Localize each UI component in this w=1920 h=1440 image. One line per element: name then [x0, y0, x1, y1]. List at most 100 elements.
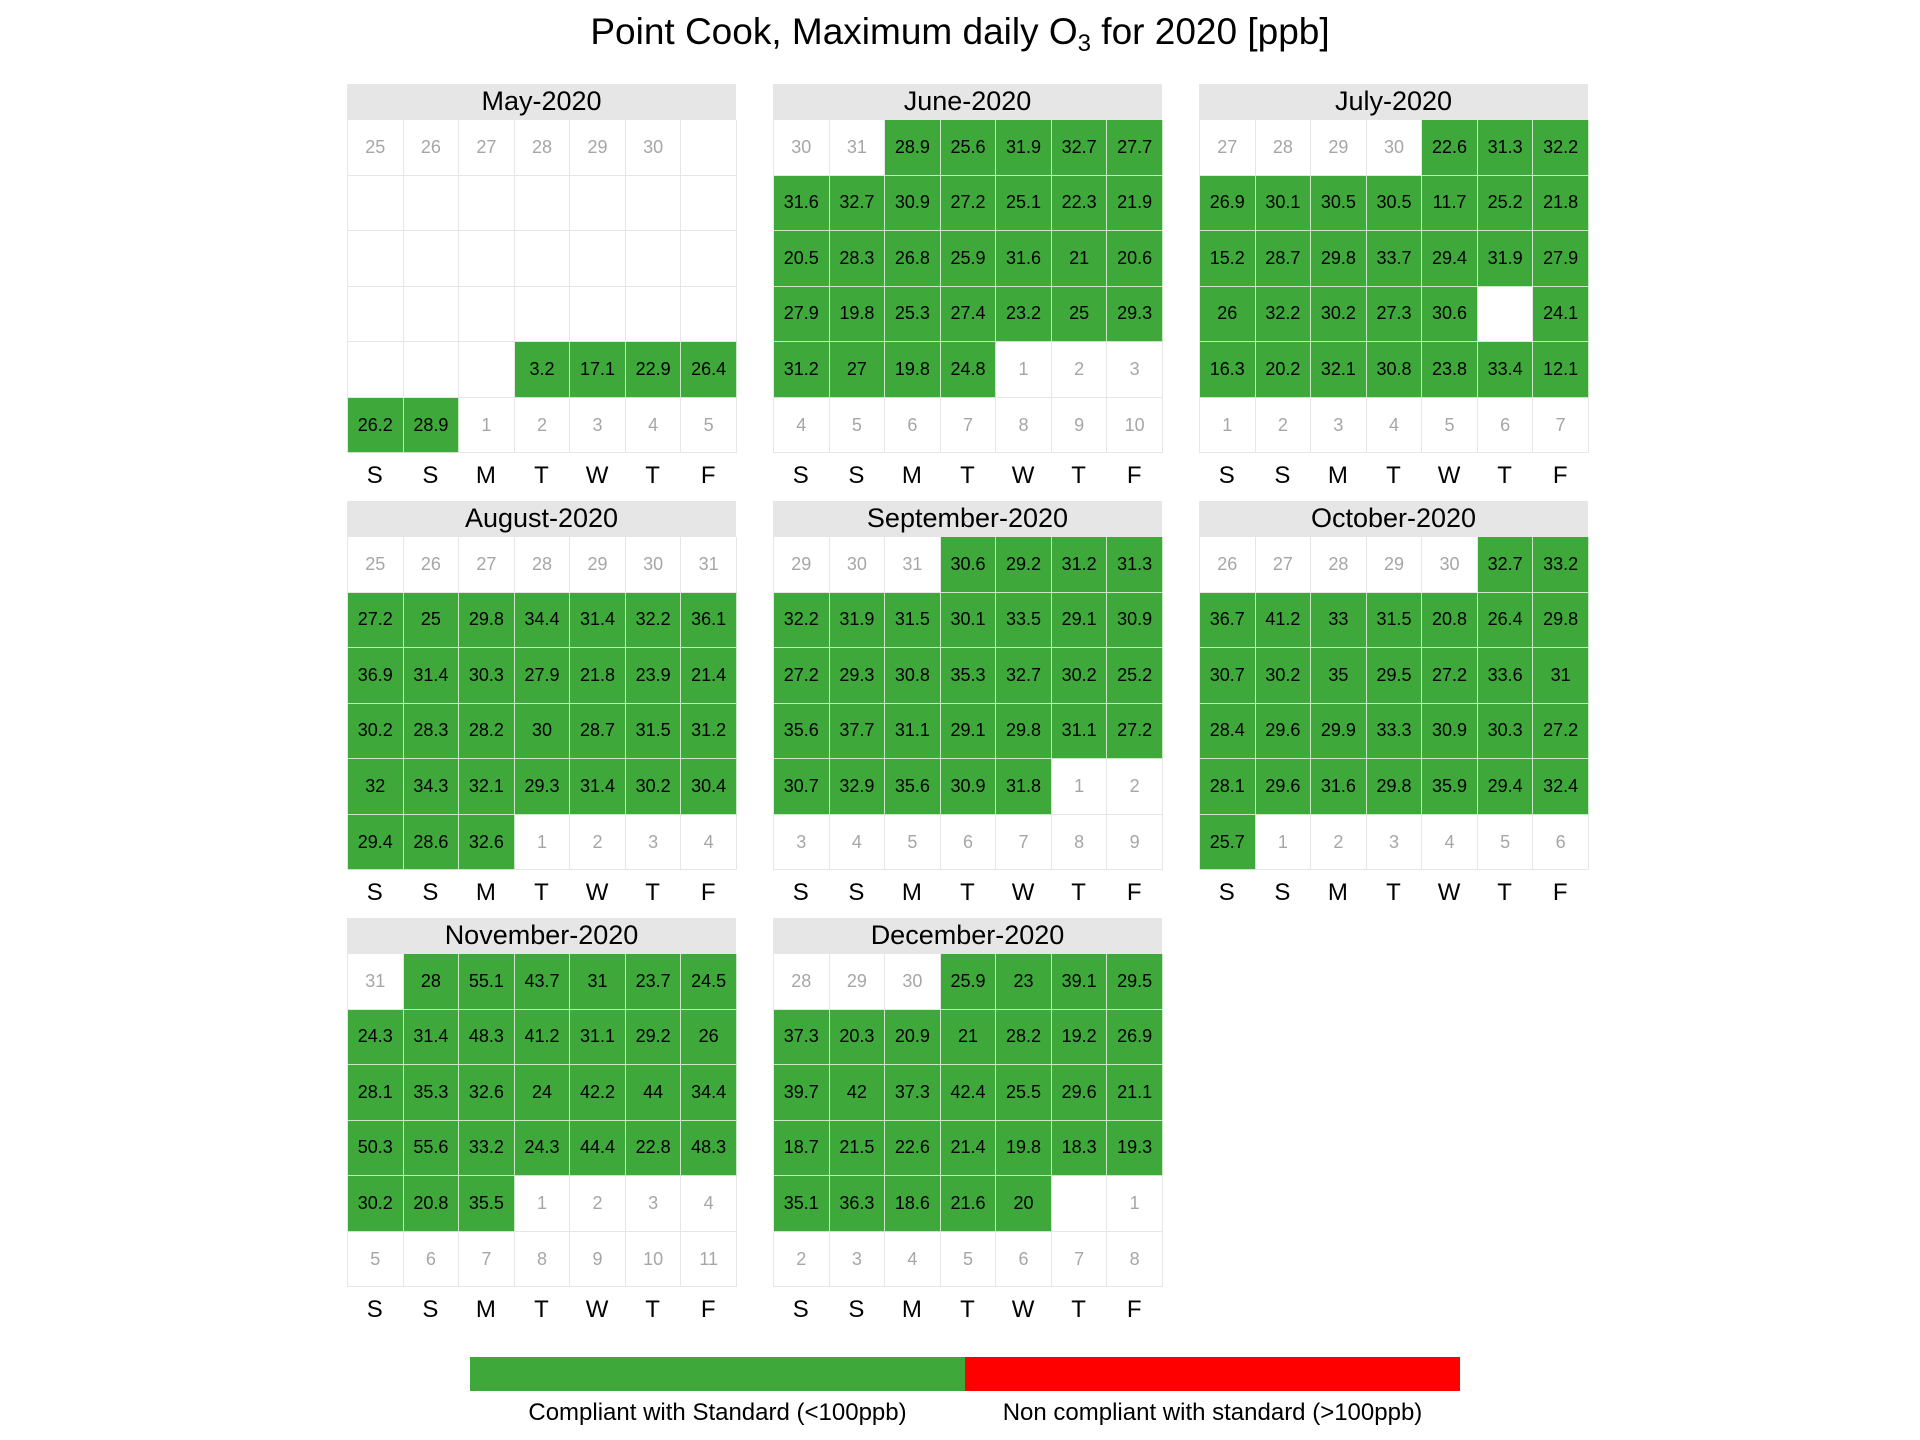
day-value-cell: 28.9: [885, 120, 941, 176]
month-panel: May-2020 25 26 27 28 29 30 3.2 17.1 22.9 26.4 26.2 2…: [347, 84, 737, 491]
other-month-day: 6: [1533, 814, 1589, 871]
day-value-cell: 31.9: [1477, 231, 1534, 287]
day-value-cell: 27.2: [348, 592, 404, 649]
other-month-day: 29: [774, 537, 830, 593]
weekday-label: F: [700, 879, 716, 907]
day-value-cell: 29.3: [1107, 286, 1163, 343]
day-value-cell: 32.6: [459, 814, 515, 871]
month-title: May-2020: [347, 84, 736, 119]
day-value-cell: 24.8: [940, 342, 997, 398]
day-value-cell: 42.2: [570, 1065, 626, 1121]
other-month-day: 30: [885, 954, 941, 1010]
day-value-cell: 27.9: [1533, 231, 1589, 287]
other-month-day: 4: [625, 397, 682, 454]
day-value-cell: 30.9: [885, 175, 941, 232]
weekday-label: W: [1011, 1296, 1035, 1324]
other-month-day: 6: [996, 1231, 1052, 1288]
day-value-cell: 30.3: [1477, 703, 1534, 760]
day-value-cell: 29.3: [514, 759, 571, 815]
empty-day-cell: [514, 175, 571, 232]
other-month-day: 5: [940, 1231, 997, 1288]
day-value-cell: 25: [1051, 286, 1108, 343]
day-value-cell: 25.2: [1107, 648, 1163, 704]
weekday-label: T: [645, 1296, 660, 1324]
day-value-cell: 29.4: [1422, 231, 1478, 287]
other-month-day: 5: [1477, 814, 1534, 871]
day-value-cell: 33: [1311, 592, 1367, 649]
day-value-cell: 20.2: [1255, 342, 1312, 398]
other-month-day: 30: [829, 537, 886, 593]
day-value-cell: 20.9: [885, 1009, 941, 1066]
day-value-cell: 32.7: [829, 175, 886, 232]
day-value-cell: 27.4: [940, 286, 997, 343]
day-value-cell: 26: [681, 1009, 737, 1066]
weekday-label: F: [700, 1296, 716, 1324]
day-value-cell: 35.6: [885, 759, 941, 815]
day-value-cell: 27.7: [1107, 120, 1163, 176]
other-month-day: 29: [829, 954, 886, 1010]
weekday-label: S: [792, 879, 809, 907]
empty-day-cell: [681, 286, 737, 343]
calendar-grid: 26 27 28 29 30 32.7 33.2 36.7 41.2 33 31.5 20.8 26.4…: [1199, 536, 1589, 871]
day-value-cell: 30.9: [1107, 592, 1163, 649]
other-month-day: 1: [1051, 759, 1108, 815]
empty-day-cell: [625, 175, 682, 232]
day-value-cell: 29.8: [1311, 231, 1367, 287]
day-value-cell: 33.2: [1533, 537, 1589, 593]
other-month-day: 29: [1366, 537, 1423, 593]
month-panel: June-2020 30 31 28.9 25.6 31.9 32.7 27.7 31.6 32.…: [773, 84, 1163, 491]
weekday-label: F: [1126, 879, 1142, 907]
day-value-cell: 21.9: [1107, 175, 1163, 232]
weekday-label: S: [422, 879, 439, 907]
empty-day-cell: [514, 286, 571, 343]
day-value-cell: 19.8: [996, 1120, 1052, 1177]
weekday-label: F: [1552, 462, 1568, 490]
weekday-label: S: [792, 1296, 809, 1324]
day-value-cell: 29.2: [625, 1009, 682, 1066]
day-value-cell: 30.2: [1255, 648, 1312, 704]
day-value-cell: 50.3: [348, 1120, 404, 1177]
other-month-day: 31: [681, 537, 737, 593]
day-value-cell: 21.4: [681, 648, 737, 704]
day-value-cell: 30.6: [1422, 286, 1478, 343]
weekday-label: F: [700, 462, 716, 490]
day-value-cell: 29.1: [940, 703, 997, 760]
day-value-cell: 39.7: [774, 1065, 830, 1121]
day-value-cell: 22.6: [1422, 120, 1478, 176]
day-value-cell: 26: [1200, 286, 1256, 343]
weekday-label: W: [1437, 879, 1461, 907]
other-month-day: 3: [625, 814, 682, 871]
other-month-day: 1: [1200, 397, 1256, 454]
day-value-cell: 28.1: [1200, 759, 1256, 815]
day-value-cell: 30.1: [1255, 175, 1312, 232]
day-value-cell: 44: [625, 1065, 682, 1121]
day-value-cell: 27.3: [1366, 286, 1423, 343]
other-month-day: 3: [1311, 397, 1367, 454]
day-value-cell: 27.2: [940, 175, 997, 232]
day-value-cell: 31.4: [403, 648, 460, 704]
day-value-cell: 35.3: [403, 1065, 460, 1121]
day-value-cell: 33.5: [996, 592, 1052, 649]
other-month-day: 5: [829, 397, 886, 454]
day-value-cell: 31.1: [570, 1009, 626, 1066]
empty-day-cell: [348, 286, 404, 343]
month-title: December-2020: [773, 918, 1162, 953]
other-month-day: 3: [829, 1231, 886, 1288]
day-value-cell: 31.9: [829, 592, 886, 649]
other-month-day: 5: [681, 397, 737, 454]
day-value-cell: 26.8: [885, 231, 941, 287]
other-month-day: 1: [514, 1176, 571, 1232]
day-value-cell: 25: [403, 592, 460, 649]
other-month-day: 4: [681, 1176, 737, 1232]
day-value-cell: 30.3: [459, 648, 515, 704]
day-value-cell: 23.2: [996, 286, 1052, 343]
empty-day-cell: [681, 175, 737, 232]
day-value-cell: 36.7: [1200, 592, 1256, 649]
day-value-cell: 33.3: [1366, 703, 1423, 760]
other-month-day: 4: [681, 814, 737, 871]
day-value-cell: 30.5: [1311, 175, 1367, 232]
empty-day-cell: [625, 286, 682, 343]
day-value-cell: 29.8: [459, 592, 515, 649]
